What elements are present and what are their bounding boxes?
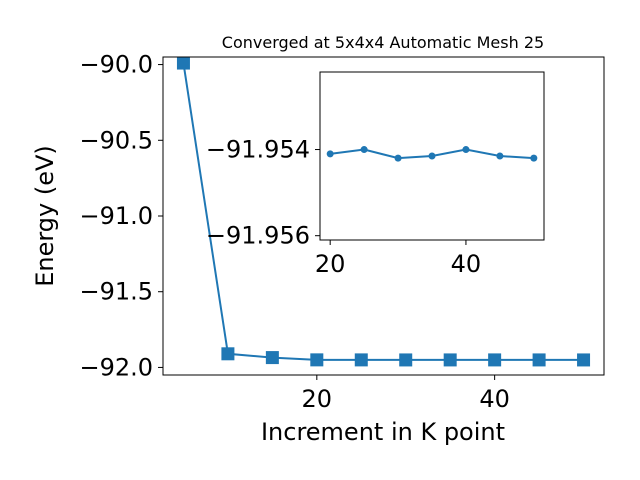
inset-series <box>326 146 538 162</box>
inset-data-point <box>360 146 368 154</box>
main-data-point <box>265 351 279 365</box>
inset-axes: 20 40 −91.956−91.954 <box>206 71 545 278</box>
y-axis-label: Energy (eV) <box>31 145 59 287</box>
inset-data-point <box>326 150 334 158</box>
x-axis-label: Increment in K point <box>261 418 505 446</box>
inset-data-point <box>462 146 470 154</box>
main-data-point <box>221 347 235 361</box>
inset-y-tick-label: −91.954 <box>206 136 310 164</box>
inset-x-tick-label: 40 <box>451 250 482 278</box>
main-y-tick-label: −92.0 <box>79 353 153 381</box>
inset-data-point <box>394 154 402 162</box>
inset-y-tick-label: −91.956 <box>206 222 310 250</box>
inset-y-ticks: −91.956 −91.954 <box>206 136 320 250</box>
inset-data-point <box>496 152 504 160</box>
main-y-ticks: −90.0 −90.5 −91.0 −91.5 −92.0 <box>79 51 163 381</box>
main-x-tick-label: 20 <box>302 385 333 413</box>
main-data-point <box>443 353 457 367</box>
main-data-point <box>399 353 413 367</box>
inset-data-point <box>428 152 436 160</box>
main-data-point <box>354 353 368 367</box>
main-data-point <box>488 353 502 367</box>
main-y-tick-label: −91.0 <box>79 202 153 230</box>
main-x-ticks: 20 40 <box>302 375 510 413</box>
inset-x-ticks: 20 40 <box>315 240 481 278</box>
main-data-point <box>176 56 190 70</box>
main-y-tick-label: −91.5 <box>79 278 153 306</box>
main-data-point <box>310 353 324 367</box>
main-x-tick-label: 40 <box>479 385 510 413</box>
main-data-point <box>532 353 546 367</box>
inset-data-point <box>530 154 538 162</box>
main-y-tick-label: −90.5 <box>79 126 153 154</box>
main-axes: 20 40 −90.0−90.5−91.0−91.5−92.0 Converged… <box>31 33 605 446</box>
main-y-tick-label: −90.0 <box>79 51 153 79</box>
chart-title: Converged at 5x4x4 Automatic Mesh 25 <box>222 33 544 52</box>
main-data-point <box>577 353 591 367</box>
main-series-line <box>182 62 584 361</box>
main-series <box>176 56 591 367</box>
inset-plot-frame <box>319 71 545 241</box>
inset-x-tick-label: 20 <box>315 250 346 278</box>
